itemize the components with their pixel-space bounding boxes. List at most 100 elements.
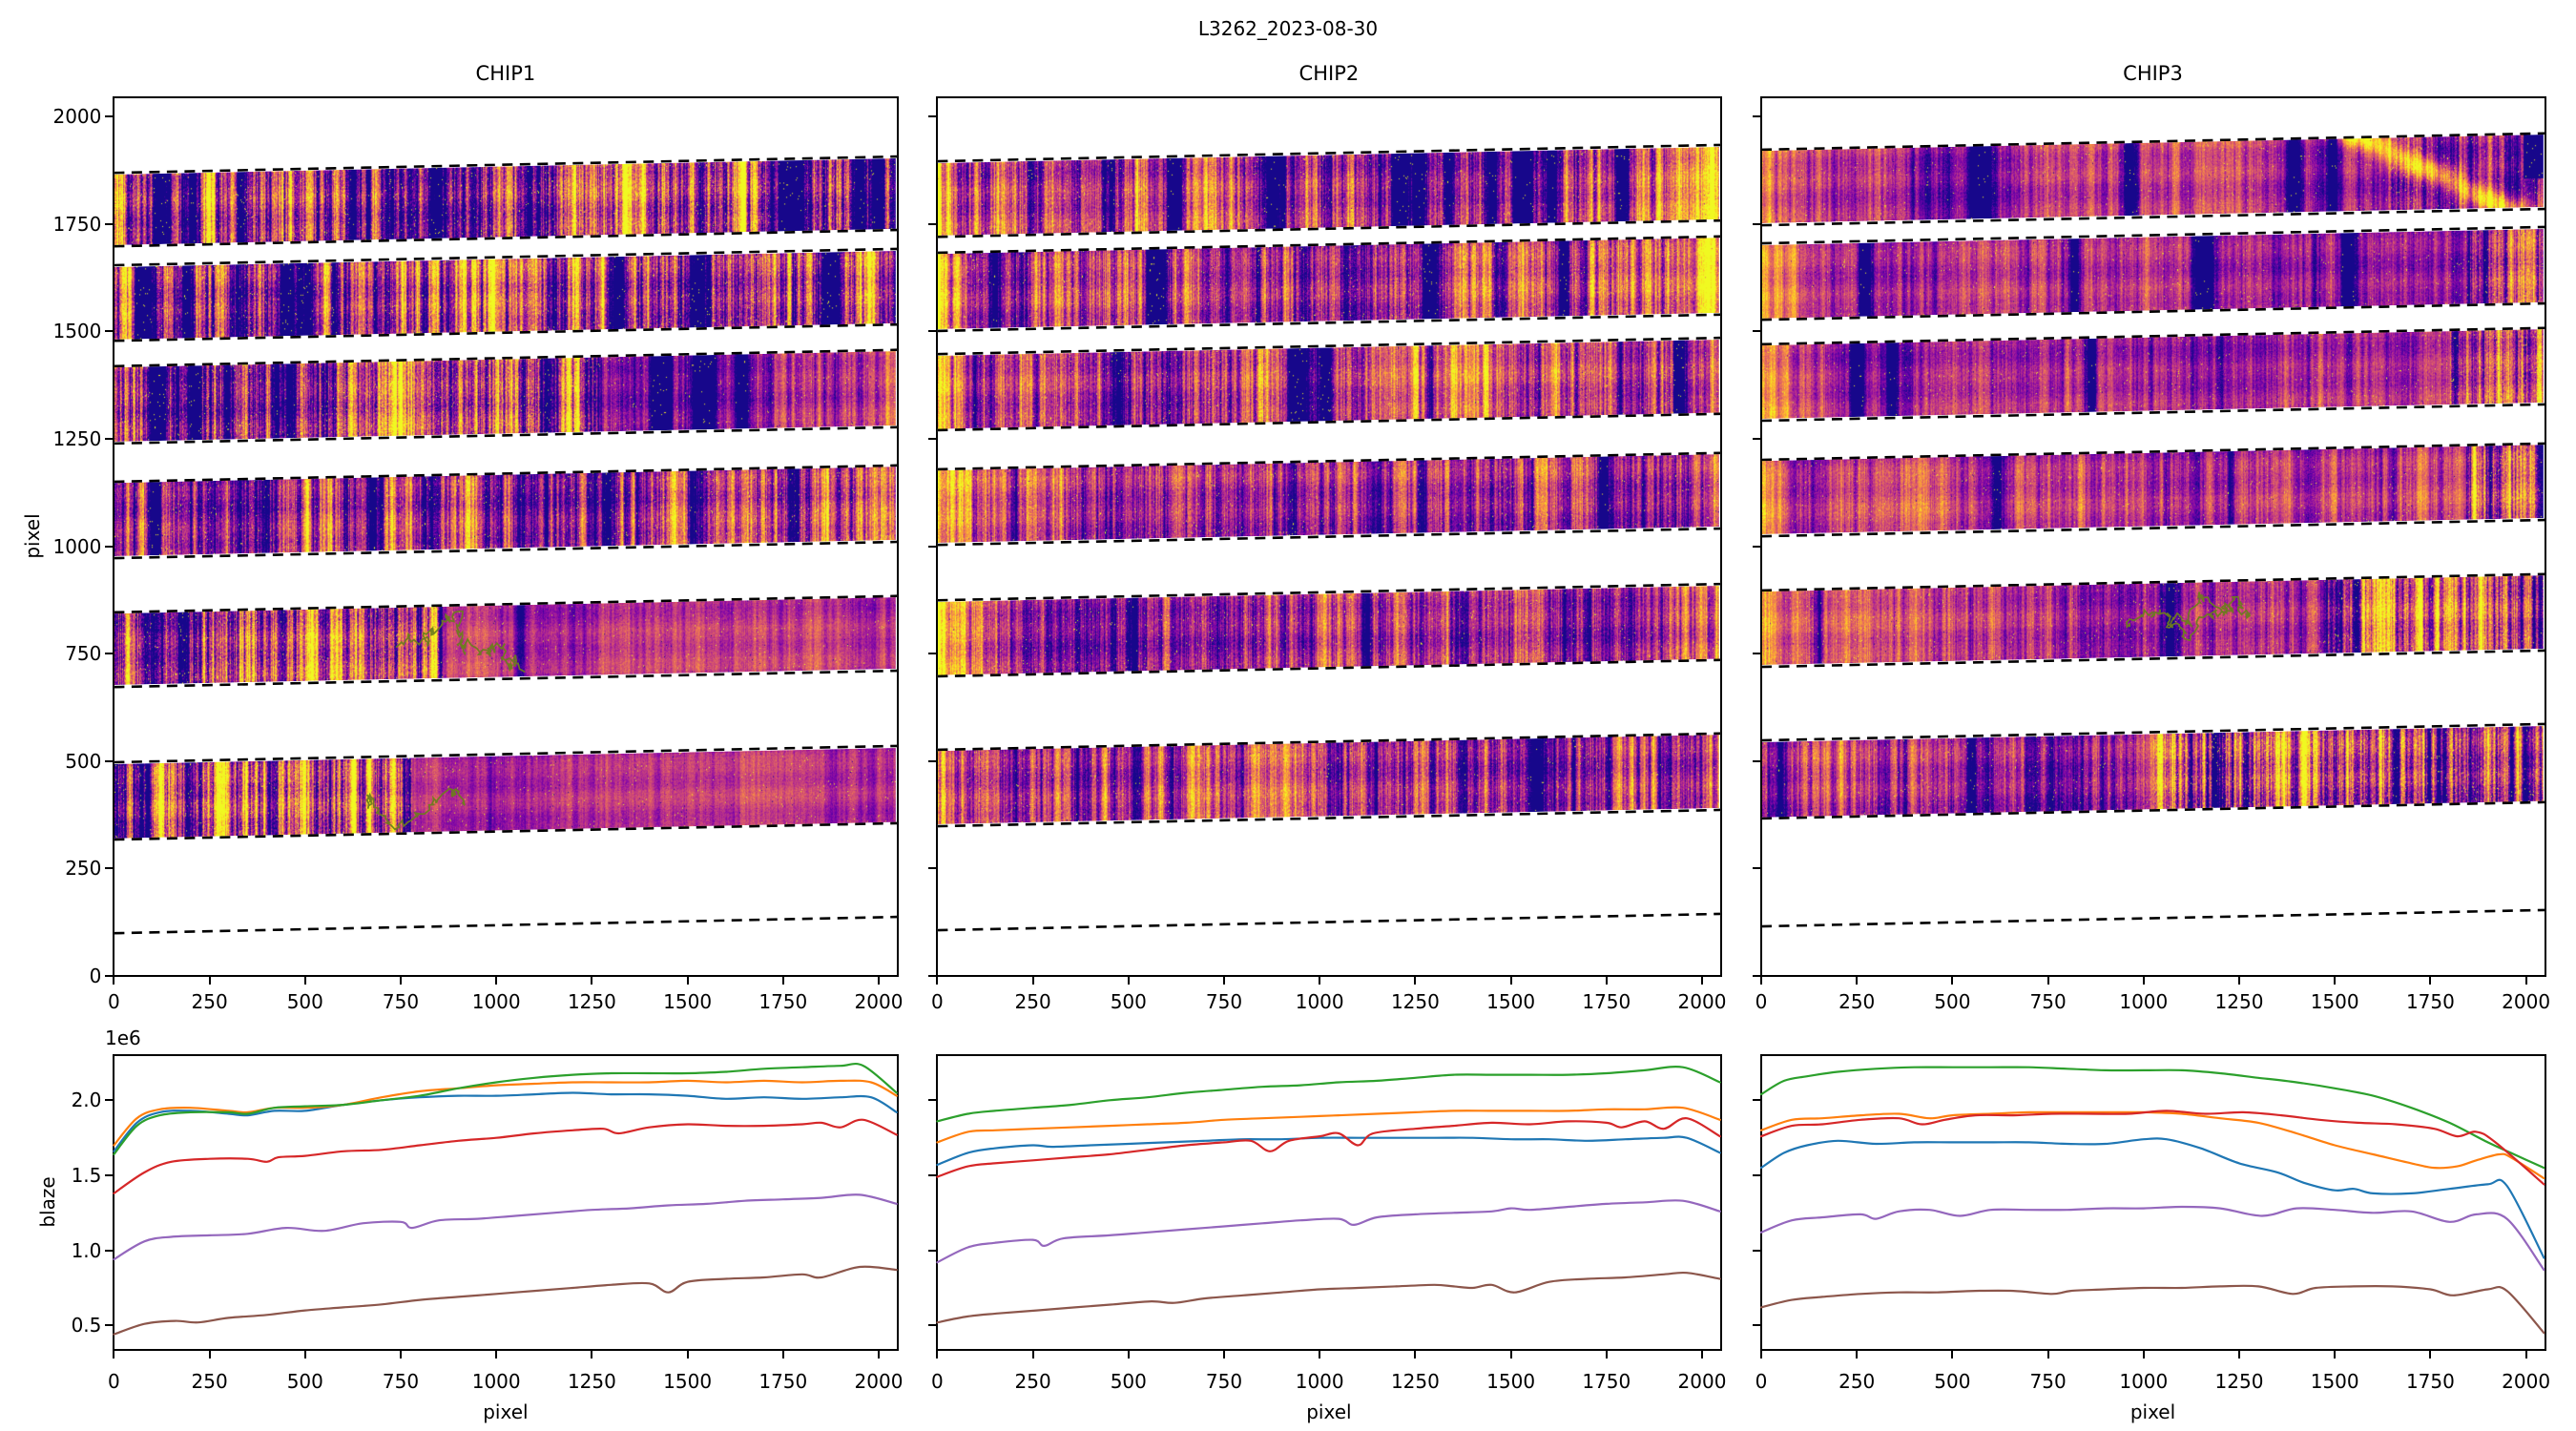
y-tick-mark [104,1099,113,1102]
x-tick-mark [686,977,689,985]
x-tick-mark [2238,1351,2240,1358]
order-trace-strip [1762,725,2544,818]
y-tick-mark [104,545,113,548]
blaze-axes-chip3 [1759,1054,2546,1351]
x-tick-label: 0 [931,1370,944,1393]
panel-title: CHIP3 [2123,62,2183,85]
order-trace-strip [1762,228,2544,319]
x-tick-label: 1000 [1295,1370,1344,1393]
y-tick-mark [104,867,113,870]
x-tick-mark [1127,977,1130,985]
y-tick-mark [927,974,936,977]
x-tick-mark [878,977,880,985]
x-tick-label: 1250 [2214,990,2264,1013]
x-tick-label: 1000 [2119,990,2169,1013]
x-tick-label: 2000 [854,1370,904,1393]
y-tick-mark [1752,330,1760,333]
x-tick-label: 750 [382,1370,420,1393]
x-tick-mark [113,1351,115,1358]
y-tick-mark [1752,1099,1760,1102]
x-tick-label: 0 [1755,1370,1768,1393]
x-tick-mark [1414,977,1417,985]
panel-title: CHIP2 [1298,62,1360,85]
y-tick-mark [1752,1249,1760,1252]
x-tick-mark [1605,1351,1608,1358]
x-tick-label: 250 [1839,990,1876,1013]
x-tick-mark [208,1351,211,1358]
x-tick-label: 1250 [1390,990,1440,1013]
x-tick-label: 2000 [2502,1370,2551,1393]
y-tick-mark [104,1324,113,1327]
y-tick-mark [104,1249,113,1252]
x-tick-mark [936,977,939,985]
y-tick-mark [104,330,113,333]
x-tick-label: 1000 [471,1370,521,1393]
y-tick-label: 0.5 [71,1314,102,1338]
x-tick-mark [936,1351,939,1358]
x-tick-mark [113,977,115,985]
y-tick-mark [927,759,936,762]
x-tick-mark [2429,977,2432,985]
x-tick-label: 0 [108,990,120,1013]
x-tick-label: 1500 [663,1370,713,1393]
x-tick-label: 750 [2029,990,2067,1013]
y-tick-mark [1752,974,1760,977]
x-tick-label: 250 [191,1370,228,1393]
x-tick-mark [1605,977,1608,985]
x-tick-label: 750 [2029,1370,2067,1393]
y-tick-mark [104,974,113,977]
x-tick-mark [2524,1351,2527,1358]
x-tick-label: 1750 [1582,1370,1631,1393]
x-tick-mark [2142,977,2145,985]
y-tick-mark [104,222,113,225]
y-tick-mark [1752,759,1760,762]
blaze-axes-chip2 [935,1054,1722,1351]
x-tick-mark [1127,1351,1130,1358]
y-tick-mark [927,330,936,333]
y-tick-label: 750 [65,642,102,666]
x-tick-mark [2142,1351,2145,1358]
x-tick-mark [400,1351,402,1358]
x-tick-mark [1223,1351,1225,1358]
y-tick-mark [1752,115,1760,118]
y-tick-label: 1.0 [71,1238,102,1262]
x-tick-label: 2000 [1677,990,1727,1013]
x-tick-mark [2334,977,2337,985]
x-tick-label: 0 [931,990,944,1013]
x-tick-mark [1031,1351,1034,1358]
x-tick-mark [1701,977,1703,985]
x-tick-label: 750 [1205,1370,1243,1393]
blaze-xlabel: pixel [2129,1400,2176,1423]
x-tick-label: 1000 [2119,1370,2169,1393]
x-tick-mark [1223,977,1225,985]
x-tick-mark [878,1351,880,1358]
x-tick-mark [781,977,784,985]
figure-suptitle: L3262_2023-08-30 [1197,17,1379,40]
x-tick-mark [1760,977,1762,985]
x-tick-label: 1500 [663,990,713,1013]
x-tick-mark [1414,1351,1417,1358]
y-tick-mark [1752,222,1760,225]
y-tick-mark [927,653,936,655]
y-tick-mark [1752,653,1760,655]
x-tick-mark [303,977,306,985]
x-tick-label: 1500 [2310,1370,2359,1393]
y-tick-mark [1752,545,1760,548]
x-tick-label: 1000 [471,990,521,1013]
y-tick-label: 500 [65,749,102,773]
x-tick-mark [303,1351,306,1358]
x-tick-mark [1951,1351,1954,1358]
y-tick-mark [104,115,113,118]
y-tick-mark [104,653,113,655]
x-tick-label: 250 [191,990,228,1013]
x-tick-label: 500 [1934,1370,1971,1393]
y-tick-mark [927,867,936,870]
y-tick-mark [1752,1174,1760,1176]
x-tick-mark [781,1351,784,1358]
x-tick-label: 500 [1110,1370,1147,1393]
x-tick-label: 1250 [2214,1370,2264,1393]
blaze-xlabel: pixel [483,1400,529,1423]
x-tick-mark [2046,1351,2049,1358]
x-tick-label: 250 [1839,1370,1876,1393]
